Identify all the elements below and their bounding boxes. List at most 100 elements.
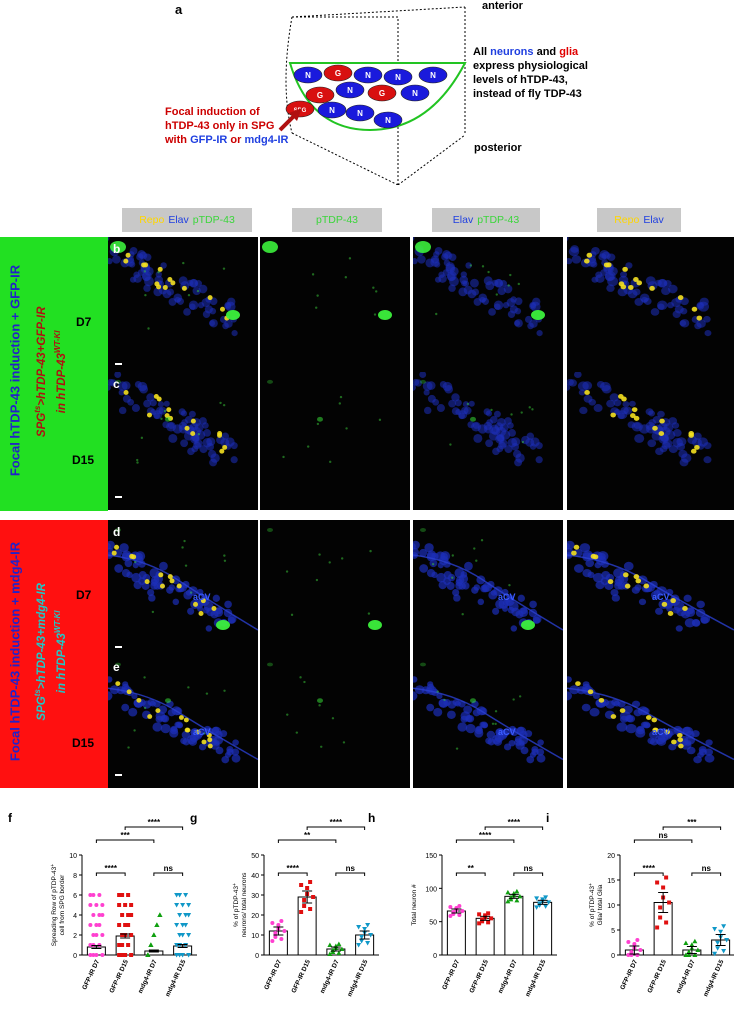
data-point [664, 920, 669, 925]
acv-annotation: aCV [652, 592, 670, 602]
graph-letter: g [190, 811, 197, 825]
y-tick-label: 10 [251, 933, 259, 940]
bar [504, 895, 524, 956]
significance-label: **** [479, 831, 492, 840]
data-point [683, 940, 689, 945]
gfp-genotype: SPGts>hTDP-43+GFP-IR in hTDP-43WT-KI [33, 306, 68, 438]
scale-bar [115, 496, 122, 498]
gfp-group-title: Focal hTDP-43 induction + GFP-IR [7, 264, 23, 477]
data-point [126, 943, 131, 947]
y-axis-label: Spreading Row of pTDP-43+cell from SPG b… [50, 864, 66, 947]
posterior-label: posterior [474, 142, 522, 154]
significance-bracket [277, 839, 337, 843]
significance-label: *** [687, 818, 697, 827]
data-point [299, 910, 304, 914]
data-point [129, 913, 134, 917]
significance-bracket [691, 872, 722, 876]
data-point [715, 940, 721, 946]
y-axis-label: % of pTDP-43+ Glia/ total Glia [588, 883, 604, 927]
x-tick-label: mdg4-IR D15 [524, 959, 547, 998]
data-point [88, 923, 93, 927]
data-point [365, 923, 371, 928]
significance-label: *** [120, 831, 130, 840]
scale-bar [115, 363, 122, 365]
significance-bracket [95, 839, 155, 843]
data-point [177, 913, 183, 918]
significance-bracket [95, 872, 126, 876]
graph-letter: i [546, 811, 549, 825]
data-point [448, 905, 453, 909]
gfp-day-label-1: D7 [76, 315, 92, 329]
significance-bracket [484, 826, 544, 830]
data-point [117, 953, 122, 957]
x-tick-label: mdg4-IR D15 [346, 959, 369, 998]
data-point [546, 900, 552, 905]
micrograph-panel [260, 655, 410, 788]
data-point [94, 903, 99, 907]
panel-a-letter: a [175, 2, 183, 17]
data-point [534, 905, 540, 910]
data-point [183, 913, 189, 918]
schematic-cell-label: N [347, 86, 353, 95]
data-point [689, 942, 695, 947]
micrograph-panel [413, 237, 563, 377]
data-point [327, 942, 333, 947]
data-point [327, 951, 333, 956]
data-point [97, 893, 102, 897]
y-tick-label: 20 [251, 913, 259, 920]
significance-bracket [124, 826, 184, 830]
data-point [336, 941, 342, 946]
data-point [339, 946, 345, 951]
bar [533, 901, 553, 956]
x-tick-label: GFP-IR D7 [619, 959, 639, 991]
y-tick-label: 0 [433, 953, 437, 960]
schematic-cell [317, 101, 347, 119]
significance-label: ** [468, 864, 475, 873]
data-point [186, 903, 192, 908]
data-point [626, 940, 631, 944]
data-point [91, 953, 96, 957]
data-point [279, 919, 284, 923]
significance-bracket [306, 826, 366, 830]
data-point [655, 925, 660, 930]
micrograph-panel-letter: d [113, 525, 121, 539]
scale-bar [115, 646, 122, 648]
data-point [186, 933, 192, 938]
data-point [123, 953, 128, 957]
x-tick-label: mdg4-IR D7 [319, 959, 341, 995]
y-tick-label: 30 [251, 893, 259, 900]
data-point [460, 909, 465, 913]
significance-label: ns [524, 864, 534, 873]
data-point [100, 903, 105, 907]
data-point [270, 921, 275, 925]
mdg4-genotype: SPGts>hTDP-43+mdg4-IR in hTDP-43WT-KI [33, 583, 68, 721]
schematic-cell [373, 111, 403, 129]
column-header-2: pTDP-43 [292, 208, 382, 232]
data-point [94, 923, 99, 927]
schematic-cell-label: G [335, 69, 341, 78]
gfp-group-sidebar: Focal hTDP-43 induction + GFP-IR SPGts>h… [0, 237, 108, 511]
significance-label: ns [658, 831, 668, 840]
data-point [514, 888, 520, 894]
schematic-cell [353, 66, 383, 84]
significance-label: **** [330, 818, 343, 827]
schematic-cell-label: N [357, 109, 363, 118]
graph-letter: h [368, 811, 375, 825]
data-point [117, 893, 122, 897]
data-point [180, 903, 186, 908]
data-point [148, 942, 154, 947]
y-axis-label: % of pTDP-43+ neurons/ total neurons [232, 872, 248, 937]
anterior-label: anterior [482, 0, 523, 12]
data-point [145, 952, 151, 957]
column-header-1: Repo Elav pTDP-43 [122, 208, 252, 232]
schematic-cell [293, 66, 323, 84]
acv-annotation: aCV [652, 727, 670, 737]
data-point [120, 933, 125, 937]
schematic-cell [305, 86, 335, 104]
significance-label: **** [508, 818, 521, 827]
data-point [91, 893, 96, 897]
schematic-cell [367, 84, 397, 102]
data-point [273, 935, 278, 939]
significance-bracket [633, 872, 664, 876]
micrograph-panel [108, 520, 258, 660]
